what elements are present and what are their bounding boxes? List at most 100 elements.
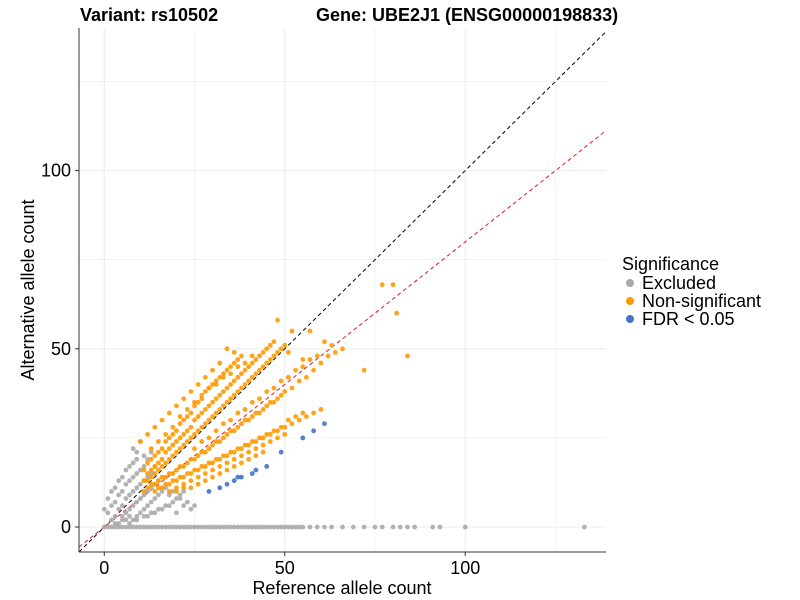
point-non-significant <box>181 431 187 437</box>
point-fdr-0-05 <box>231 478 237 484</box>
point-non-significant <box>210 467 215 473</box>
point-non-significant <box>246 456 252 462</box>
point-excluded <box>228 524 234 530</box>
point-non-significant <box>278 378 284 384</box>
point-non-significant <box>152 424 158 430</box>
point-non-significant <box>195 414 201 419</box>
point-non-significant <box>217 392 223 398</box>
point-fdr-0-05 <box>278 449 284 455</box>
point-non-significant <box>192 456 197 462</box>
data-points <box>101 282 587 530</box>
point-non-significant <box>224 467 230 473</box>
point-non-significant <box>231 456 237 462</box>
point-non-significant <box>239 421 244 427</box>
point-excluded <box>101 506 107 512</box>
x-tick-label: 100 <box>450 558 480 578</box>
point-non-significant <box>242 367 248 373</box>
point-non-significant <box>195 481 201 487</box>
point-fdr-0-05 <box>224 481 230 487</box>
point-non-significant <box>228 371 234 377</box>
point-non-significant <box>304 414 309 419</box>
point-excluded <box>174 510 179 516</box>
point-non-significant <box>257 367 262 373</box>
point-non-significant <box>405 353 410 359</box>
point-non-significant <box>166 471 172 476</box>
point-non-significant <box>275 435 280 441</box>
point-non-significant <box>224 399 230 405</box>
point-excluded <box>174 524 179 530</box>
point-non-significant <box>181 396 187 402</box>
point-non-significant <box>220 453 226 459</box>
point-non-significant <box>152 481 158 487</box>
point-non-significant <box>202 471 208 476</box>
point-excluded <box>202 524 208 530</box>
point-excluded <box>105 496 111 501</box>
point-non-significant <box>235 424 241 430</box>
point-excluded <box>264 524 270 530</box>
point-excluded <box>217 524 223 530</box>
point-excluded <box>177 524 183 530</box>
chart-title-variant: Variant: rs10502 <box>80 5 218 25</box>
point-excluded <box>116 506 122 512</box>
point-non-significant <box>213 410 219 416</box>
point-non-significant <box>159 417 165 423</box>
point-non-significant <box>235 364 241 370</box>
point-excluded <box>145 524 150 530</box>
point-excluded <box>141 513 147 519</box>
point-excluded <box>130 489 136 494</box>
point-non-significant <box>228 449 234 455</box>
legend-key-non-significant <box>626 297 634 305</box>
point-excluded <box>170 524 176 530</box>
point-non-significant <box>282 424 288 430</box>
point-non-significant <box>282 389 288 394</box>
point-non-significant <box>159 485 165 491</box>
point-non-significant <box>177 446 183 452</box>
legend-label-non-significant: Non-significant <box>642 291 761 311</box>
point-non-significant <box>192 431 197 437</box>
point-excluded <box>130 474 136 480</box>
point-excluded <box>267 524 273 530</box>
point-non-significant <box>145 460 150 466</box>
point-excluded <box>134 517 140 523</box>
point-non-significant <box>253 446 259 452</box>
point-excluded <box>134 449 140 455</box>
point-non-significant <box>163 449 169 455</box>
point-non-significant <box>156 460 161 466</box>
point-excluded <box>123 524 129 530</box>
legend-label-fdr-0-05: FDR < 0.05 <box>642 309 735 329</box>
point-non-significant <box>257 435 262 441</box>
point-non-significant <box>192 417 197 423</box>
point-excluded <box>152 524 158 530</box>
point-fdr-0-05 <box>300 435 306 441</box>
point-excluded <box>119 503 125 509</box>
point-non-significant <box>224 346 230 352</box>
point-non-significant <box>285 374 291 380</box>
point-non-significant <box>199 410 205 416</box>
point-non-significant <box>242 360 248 366</box>
point-non-significant <box>282 431 288 437</box>
point-non-significant <box>239 385 244 391</box>
point-non-significant <box>260 407 266 412</box>
point-excluded <box>405 524 410 530</box>
point-non-significant <box>163 481 169 487</box>
point-non-significant <box>271 339 277 345</box>
x-tick-label: 0 <box>99 558 109 578</box>
point-non-significant <box>188 456 194 462</box>
point-excluded <box>361 524 367 530</box>
point-non-significant <box>202 421 208 427</box>
point-excluded <box>127 524 132 530</box>
y-tick-label: 100 <box>41 161 71 181</box>
x-tick-label: 50 <box>275 558 295 578</box>
point-excluded <box>235 524 241 530</box>
point-non-significant <box>249 399 255 405</box>
point-non-significant <box>184 428 190 434</box>
point-excluded <box>271 524 277 530</box>
point-non-significant <box>199 464 205 469</box>
point-non-significant <box>181 464 187 469</box>
point-non-significant <box>195 399 201 405</box>
point-non-significant <box>177 464 183 469</box>
point-fdr-0-05 <box>239 474 244 480</box>
point-non-significant <box>170 442 176 448</box>
point-non-significant <box>267 357 273 362</box>
point-excluded <box>134 499 140 505</box>
